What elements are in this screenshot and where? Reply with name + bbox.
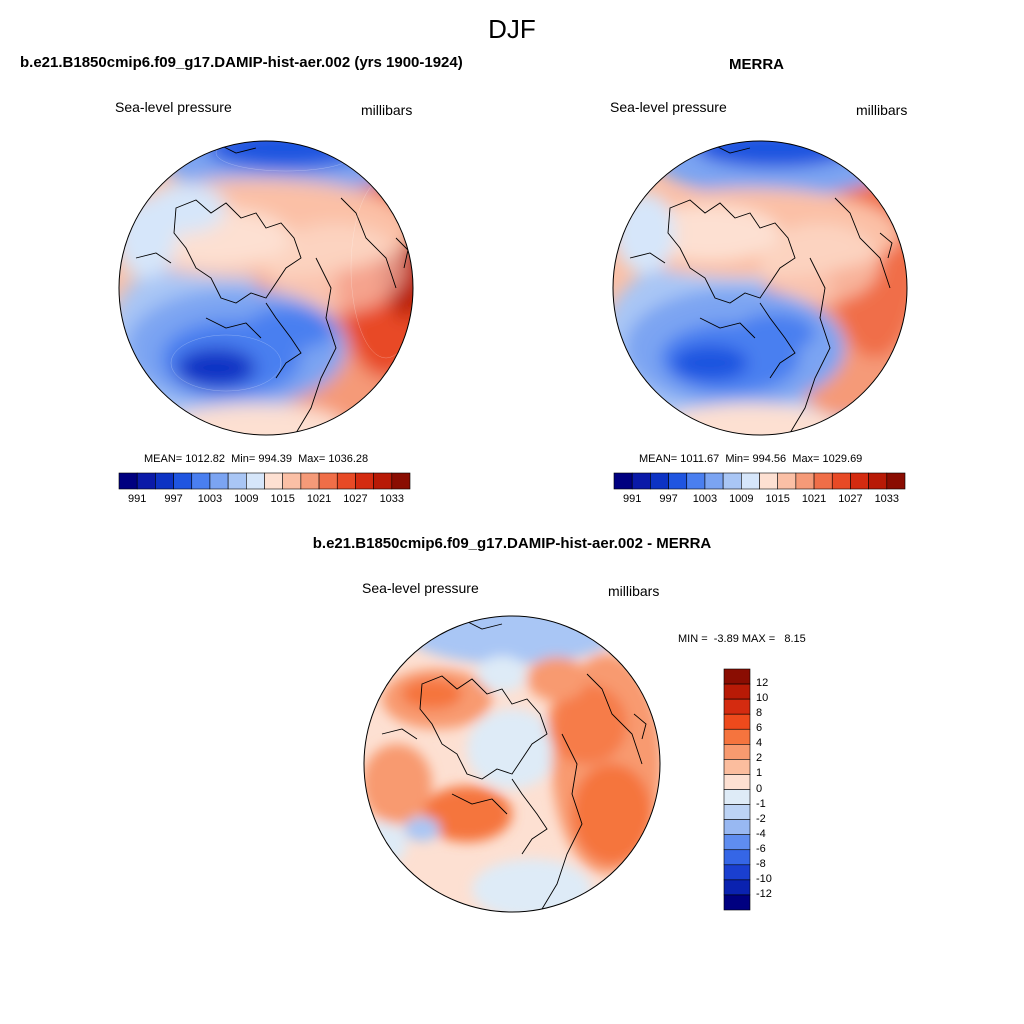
colorbar-tick-label: 1003: [692, 493, 718, 505]
colorbar-swatch: [668, 472, 688, 490]
colorbar-swatch: [723, 864, 751, 881]
colorbar-tick-label: 1033: [874, 493, 900, 505]
colorbar-swatch: [723, 894, 751, 911]
colorbar-swatch: [300, 472, 320, 490]
left-units-label: millibars: [361, 102, 413, 118]
left-colorbar: [118, 472, 411, 490]
colorbar-tick-label: 1027: [343, 493, 368, 505]
colorbar-swatch: [373, 472, 393, 490]
colorbar-swatch: [391, 472, 411, 490]
left-stats: MEAN= 1012.82 Min= 994.39 Max= 1036.28: [144, 453, 369, 465]
colorbar-tick-label: -10: [756, 872, 772, 885]
colorbar-tick-label: 8: [756, 707, 763, 720]
colorbar-swatch: [191, 472, 211, 490]
colorbar-tick-label: 991: [128, 493, 147, 505]
colorbar-tick-label: 997: [659, 493, 678, 505]
colorbar-swatch: [886, 472, 906, 490]
colorbar-swatch: [777, 472, 797, 490]
colorbar-tick-label: 1015: [270, 493, 295, 505]
colorbar-tick-label: 1: [756, 767, 763, 780]
colorbar-swatch: [227, 472, 247, 490]
colorbar-swatch: [155, 472, 174, 490]
figure-title: DJF: [488, 14, 536, 44]
colorbar-swatch: [723, 819, 751, 835]
colorbar-swatch: [282, 472, 302, 490]
colorbar-swatch: [723, 668, 751, 685]
colorbar-swatch: [336, 472, 356, 490]
colorbar-swatch: [136, 472, 156, 490]
colorbar-swatch: [759, 472, 778, 490]
colorbar-swatch: [723, 744, 751, 760]
colorbar-swatch: [723, 759, 751, 775]
right-map: [612, 140, 908, 436]
colorbar-tick-label: 1003: [197, 493, 223, 505]
colorbar-swatch: [318, 472, 338, 490]
colorbar-tick-label: 6: [756, 722, 763, 735]
colorbar-swatch: [723, 879, 751, 896]
colorbar-swatch: [723, 789, 751, 805]
colorbar-tick-label: 1021: [801, 493, 827, 505]
colorbar-swatch: [264, 472, 283, 490]
right-variable-label: Sea-level pressure: [610, 99, 727, 115]
colorbar-tick-label: -1: [756, 797, 766, 810]
colorbar-tick-label: -4: [756, 827, 766, 840]
colorbar-swatch: [813, 472, 833, 490]
colorbar-tick-label: 1033: [379, 493, 405, 505]
colorbar-swatch: [723, 774, 751, 790]
colorbar-swatch: [704, 472, 724, 490]
colorbar-swatch: [650, 472, 669, 490]
colorbar-swatch: [868, 472, 888, 490]
colorbar-swatch: [686, 472, 706, 490]
colorbar-tick-label: 1021: [306, 493, 332, 505]
colorbar-swatch: [246, 472, 265, 490]
right-units-label: millibars: [856, 102, 908, 118]
left-map: [118, 140, 414, 436]
colorbar-swatch: [723, 698, 751, 715]
left-panel-title: b.e21.B1850cmip6.f09_g17.DAMIP-hist-aer.…: [20, 54, 463, 71]
diff-stats: MIN = -3.89 MAX = 8.15: [678, 633, 806, 645]
colorbar-tick-label: 1009: [234, 493, 259, 505]
colorbar-tick-label: 1027: [838, 493, 863, 505]
colorbar-tick-label: -8: [756, 857, 766, 870]
colorbar-swatch: [173, 472, 193, 490]
colorbar-swatch: [723, 728, 751, 745]
right-panel-title: MERRA: [729, 56, 784, 73]
colorbar-tick-label: 12: [756, 677, 769, 690]
colorbar-tick-label: 1009: [729, 493, 754, 505]
colorbar-swatch: [831, 472, 851, 490]
colorbar-swatch: [795, 472, 815, 490]
colorbar-swatch: [118, 472, 138, 490]
colorbar-tick-label: 991: [623, 493, 642, 505]
left-variable-label: Sea-level pressure: [115, 99, 232, 115]
colorbar-tick-label: 1015: [765, 493, 790, 505]
colorbar-swatch: [722, 472, 742, 490]
colorbar-tick-label: 2: [756, 752, 763, 765]
diff-panel-title: b.e21.B1850cmip6.f09_g17.DAMIP-hist-aer.…: [312, 535, 712, 552]
colorbar-swatch: [723, 834, 751, 851]
diff-colorbar: [723, 668, 751, 911]
diff-units-label: millibars: [608, 583, 660, 599]
diff-variable-label: Sea-level pressure: [362, 580, 479, 596]
colorbar-tick-label: 0: [756, 782, 763, 795]
colorbar-swatch: [723, 683, 751, 700]
colorbar-tick-label: -6: [756, 842, 766, 855]
right-colorbar: [613, 472, 906, 490]
colorbar-swatch: [355, 472, 374, 490]
colorbar-swatch: [723, 804, 751, 820]
colorbar-swatch: [613, 472, 633, 490]
colorbar-tick-label: -12: [756, 887, 772, 900]
colorbar-swatch: [723, 713, 751, 730]
colorbar-swatch: [631, 472, 651, 490]
colorbar-swatch: [850, 472, 869, 490]
colorbar-tick-label: 997: [164, 493, 183, 505]
right-stats: MEAN= 1011.67 Min= 994.56 Max= 1029.69: [639, 453, 863, 465]
diff-map: [363, 615, 661, 913]
colorbar-tick-label: 4: [756, 737, 763, 750]
colorbar-swatch: [209, 472, 229, 490]
colorbar-tick-label: -2: [756, 812, 766, 825]
colorbar-swatch: [723, 849, 751, 866]
colorbar-tick-label: 10: [756, 692, 769, 705]
colorbar-swatch: [741, 472, 760, 490]
